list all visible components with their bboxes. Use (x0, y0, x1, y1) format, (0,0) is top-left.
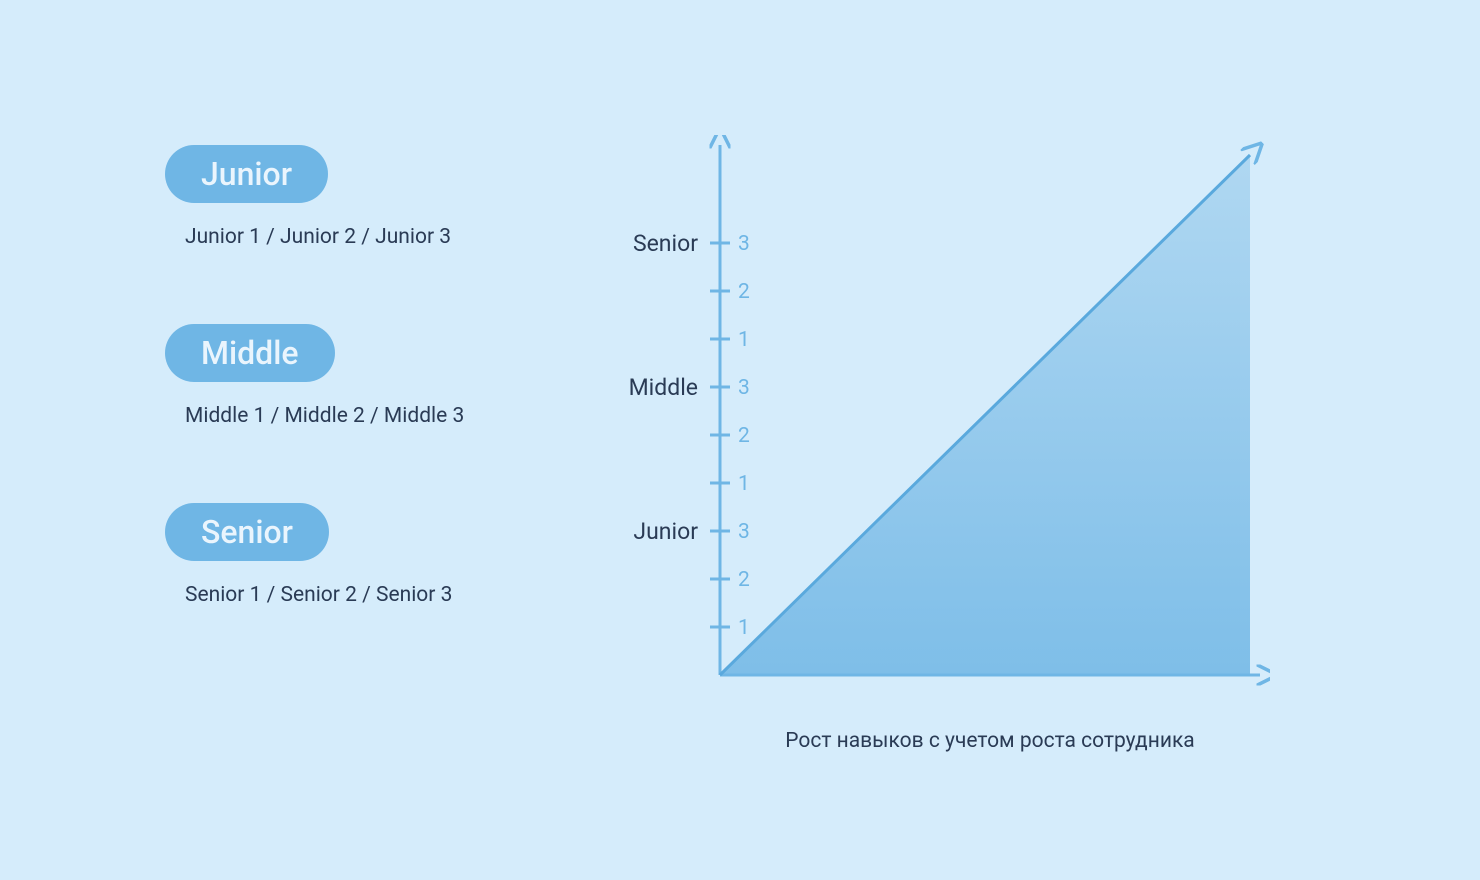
x-axis-caption: Рост навыков с учетом роста сотрудника (710, 729, 1270, 753)
level-block-junior: Junior Junior 1 / Junior 2 / Junior 3 (165, 145, 565, 249)
pill-senior: Senior (165, 503, 329, 561)
level-block-senior: Senior Senior 1 / Senior 2 / Senior 3 (165, 503, 565, 607)
svg-text:Middle: Middle (629, 374, 698, 401)
sublevels-senior: Senior 1 / Senior 2 / Senior 3 (165, 583, 565, 607)
svg-text:1: 1 (738, 616, 750, 640)
levels-list: Junior Junior 1 / Junior 2 / Junior 3 Mi… (165, 145, 565, 682)
svg-text:2: 2 (738, 280, 750, 304)
pill-junior: Junior (165, 145, 328, 203)
pill-middle: Middle (165, 324, 335, 382)
svg-text:Junior: Junior (633, 518, 698, 545)
svg-text:1: 1 (738, 328, 750, 352)
svg-text:2: 2 (738, 568, 750, 592)
svg-text:3: 3 (738, 520, 750, 544)
svg-text:Senior: Senior (633, 230, 698, 257)
level-block-middle: Middle Middle 1 / Middle 2 / Middle 3 (165, 324, 565, 428)
svg-text:1: 1 (738, 472, 750, 496)
growth-chart-svg: 1 2 3 Junior 1 2 3 Middle 1 2 3 Senior (610, 135, 1270, 705)
sublevels-middle: Middle 1 / Middle 2 / Middle 3 (165, 404, 565, 428)
svg-text:2: 2 (738, 424, 750, 448)
growth-chart: 1 2 3 Junior 1 2 3 Middle 1 2 3 Senior Рост навыков… (610, 135, 1270, 753)
sublevels-junior: Junior 1 / Junior 2 / Junior 3 (165, 225, 565, 249)
svg-text:3: 3 (738, 232, 750, 256)
svg-text:3: 3 (738, 376, 750, 400)
